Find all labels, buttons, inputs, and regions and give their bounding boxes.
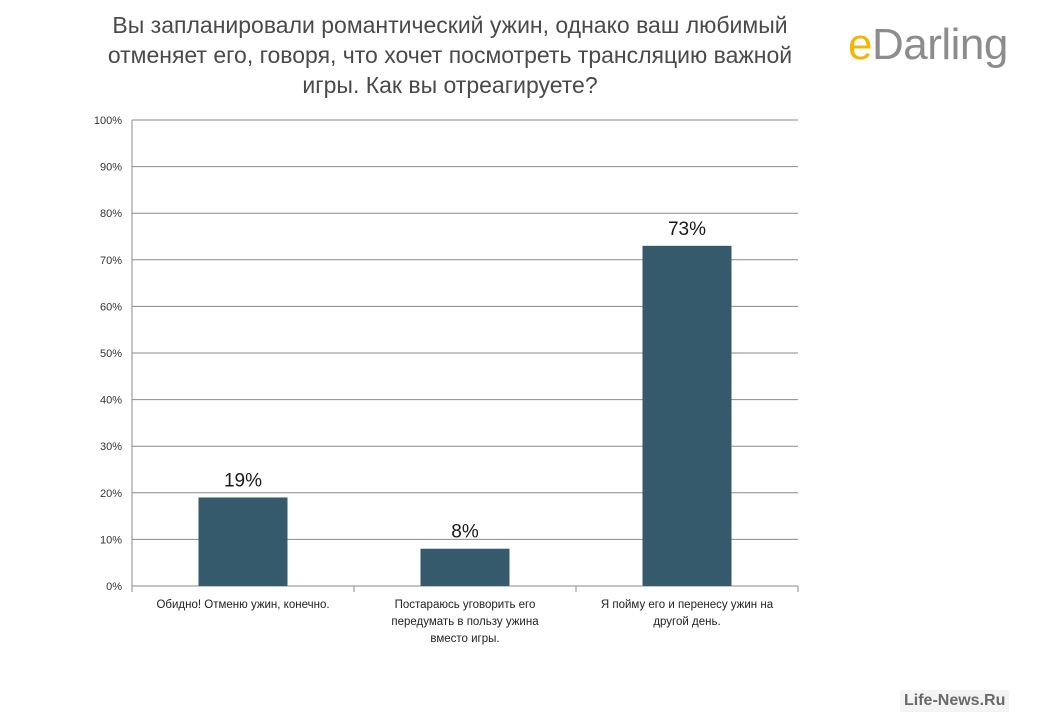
bars — [198, 245, 732, 586]
labels: 0% 10% 20% 30% 40% 50% 60% 70% 80% 90% 100% 19% Обид… — [94, 115, 774, 645]
edarling-logo: eDarling — [848, 20, 1008, 70]
y-tick-label: 40% — [100, 395, 122, 407]
data-label: 19% — [224, 470, 262, 491]
data-label: 8% — [451, 522, 479, 543]
bar — [420, 548, 510, 586]
y-tick-label: 90% — [100, 162, 122, 174]
logo-prefix: e — [848, 20, 872, 69]
y-tick-label: 0% — [106, 581, 122, 593]
y-tick-label: 50% — [100, 348, 122, 360]
data-label: 73% — [668, 219, 706, 240]
y-tick-label: 20% — [100, 488, 122, 500]
bar — [198, 497, 288, 586]
x-tick-label-line: Обидно! Отменю ужин, конечно. — [156, 599, 329, 611]
y-tick-label: 60% — [100, 301, 122, 313]
x-tick-label-line: Я пойму его и перенесу ужин на — [601, 599, 774, 611]
y-tick-label: 10% — [100, 534, 122, 546]
y-tick-label: 30% — [100, 441, 122, 453]
watermark: Life-News.Ru — [900, 690, 1010, 712]
y-tick-label: 70% — [100, 255, 122, 267]
x-tick-label-line: Постараюсь уговорить его — [395, 599, 536, 611]
y-tick-label: 100% — [94, 115, 122, 127]
x-tick-label-line: передумать в пользу ужина — [391, 616, 539, 628]
x-tick-label-line: вместо игры. — [430, 633, 499, 645]
x-tick-label: Постараюсь уговорить его передумать в пол… — [391, 599, 539, 645]
x-tick-label: Обидно! Отменю ужин, конечно. — [156, 599, 329, 611]
x-tick-label: Я пойму его и перенесу ужин на другой ден… — [601, 599, 774, 628]
x-tick-label-line: другой день. — [653, 616, 720, 628]
chart-title: Вы запланировали романтический ужин, одн… — [107, 12, 793, 98]
y-tick-label: 80% — [100, 208, 122, 220]
bar — [642, 245, 732, 586]
logo-text: Darling — [871, 20, 1008, 69]
